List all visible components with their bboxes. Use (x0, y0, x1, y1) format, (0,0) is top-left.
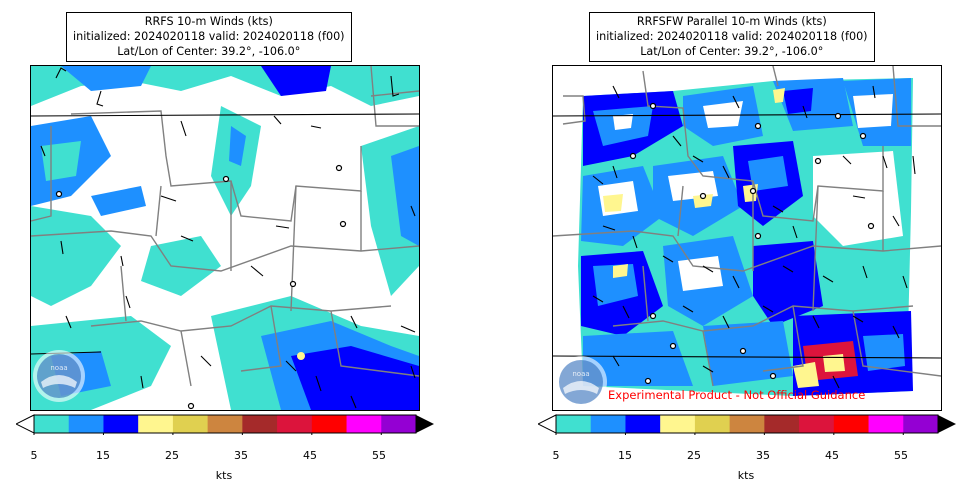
map-title-box: RRFSFW Parallel 10-m Winds (kts) initial… (589, 12, 875, 62)
colorbar-bin (556, 415, 592, 433)
colorbar-bin (138, 415, 174, 433)
colorbar-bin (590, 415, 626, 433)
experimental-disclaimer: Experimental Product - Not Official Guid… (608, 388, 866, 402)
map-title: RRFS 10-m Winds (kts) (144, 15, 273, 28)
colorbar-bin (729, 415, 765, 433)
colorbar-bin (833, 415, 870, 433)
init-valid-line: initialized: 2024020118 valid: 202402011… (73, 30, 345, 43)
svg-text:noaa: noaa (572, 370, 589, 378)
colorbar-bin (34, 415, 70, 433)
colorbar (14, 413, 434, 437)
map-title: RRFSFW Parallel 10-m Winds (kts) (636, 15, 827, 28)
noaa-logo: noaa (33, 350, 85, 402)
colorbar-unit-label: kts (215, 469, 233, 482)
colorbar-bin (68, 415, 104, 433)
colorbar-bin (625, 415, 661, 433)
colorbar-tick: 35 (756, 449, 770, 462)
colorbar-over-arrow (416, 415, 434, 433)
colorbar-tick: 55 (894, 449, 908, 462)
wind-map: noaa (552, 65, 942, 411)
colorbar-frame (33, 414, 417, 434)
colorbar-tick: 25 (687, 449, 701, 462)
colorbar-tick: 35 (234, 449, 248, 462)
colorbar (536, 413, 956, 437)
svg-text:noaa: noaa (50, 364, 67, 372)
colorbar-bin (903, 415, 939, 433)
map-panel-rrfsfw: RRFSFW Parallel 10-m Winds (kts) initial… (530, 0, 970, 497)
colorbar-tick: 45 (303, 449, 317, 462)
colorbar-bin (799, 415, 835, 433)
colorbar-bin (311, 415, 348, 433)
colorbar-bin (694, 415, 731, 433)
map-title-box: RRFS 10-m Winds (kts) initialized: 20240… (66, 12, 352, 62)
init-valid-line: initialized: 2024020118 valid: 202402011… (596, 30, 868, 43)
colorbar-bin (764, 415, 800, 433)
colorbar-tick: 55 (372, 449, 386, 462)
colorbar-bin (277, 415, 313, 433)
colorbar-tick: 5 (30, 449, 38, 462)
colorbar-bin (103, 415, 139, 433)
map-panel-rrfs: RRFS 10-m Winds (kts) initialized: 20240… (10, 0, 450, 497)
colorbar-bin (172, 415, 209, 433)
colorbar-unit-label: kts (737, 469, 755, 482)
colorbar-frame (555, 414, 939, 434)
colorbar-tick: 15 (96, 449, 110, 462)
colorbar-tick: 25 (165, 449, 179, 462)
colorbar-tick: 5 (552, 449, 560, 462)
center-latlon-line: Lat/Lon of Center: 39.2°, -106.0° (117, 45, 301, 58)
colorbar-tick: 45 (825, 449, 839, 462)
center-latlon-line: Lat/Lon of Center: 39.2°, -106.0° (640, 45, 824, 58)
colorbar-under-arrow (536, 414, 557, 434)
colorbar-bin (381, 415, 417, 433)
wind-map: noaa (30, 65, 420, 411)
colorbar-bin (346, 415, 382, 433)
colorbar-under-arrow (14, 414, 35, 434)
colorbar-bin (207, 415, 243, 433)
colorbar-bin (868, 415, 904, 433)
noaa-logo: noaa (555, 356, 607, 408)
colorbar-bin (242, 415, 278, 433)
colorbar-over-arrow (938, 415, 956, 433)
colorbar-tick: 15 (618, 449, 632, 462)
colorbar-bin (660, 415, 696, 433)
